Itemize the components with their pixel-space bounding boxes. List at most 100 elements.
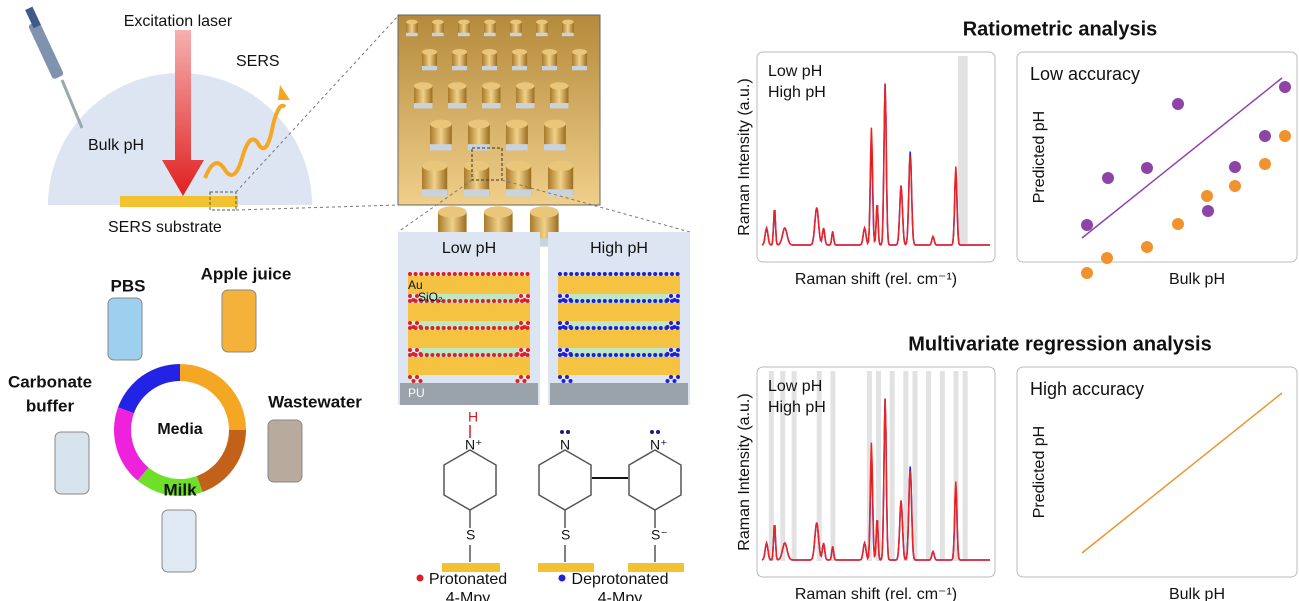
molecule-dot (415, 348, 419, 352)
feature-band (940, 371, 945, 561)
molecule-dot (597, 299, 601, 303)
x-axis-label: Bulk pH (1169, 271, 1225, 288)
state-label: Deprotonated (572, 571, 669, 588)
oxide-layer (420, 321, 518, 330)
molecule-dot (575, 272, 579, 276)
figure: Excitation laser SERS Bulk pH SERS subst… (0, 0, 1299, 601)
molecule-dot (625, 272, 629, 276)
molecule-dot (608, 353, 612, 357)
scatter-point (1081, 219, 1093, 231)
scatter-point (1279, 130, 1291, 142)
molecules: Protonated4-MpyDeprotonated4-Mpy (417, 425, 685, 601)
pillar-base (572, 66, 587, 70)
scatter-point (1101, 252, 1113, 264)
molecule-dot (526, 375, 530, 379)
pillar-top (406, 20, 418, 25)
molecule-dot (414, 272, 418, 276)
molecule-dot (408, 294, 412, 298)
y-axis-label: Raman Intensity (a.u.) (736, 393, 753, 550)
molecule-dot (442, 353, 446, 357)
media-container (108, 298, 142, 360)
pillar-base (458, 33, 470, 36)
oxide-layer (570, 294, 668, 303)
molecule-dot (447, 326, 451, 330)
scatter-point (1259, 158, 1271, 170)
media-center: Media (157, 421, 202, 438)
molecule-dot (464, 353, 468, 357)
molecule-dot (419, 272, 423, 276)
molecule-dot (603, 299, 607, 303)
molecule-dot (565, 294, 569, 298)
nitrogen: N (560, 437, 570, 453)
molecule-dot (415, 375, 419, 379)
molecule-dot (586, 299, 590, 303)
molecule-dot (436, 353, 440, 357)
molecule-dot (498, 353, 502, 357)
molecule-dot (558, 348, 562, 352)
molecule-dot (470, 299, 474, 303)
molecule-dot (526, 294, 530, 298)
molecule-dot (642, 272, 646, 276)
pillar-top (422, 49, 437, 55)
x-axis-label: Raman shift (rel. cm⁻¹) (795, 271, 957, 288)
molecule-dot (659, 272, 663, 276)
molecule-dot (526, 326, 530, 330)
molecule-dot (620, 326, 624, 330)
pillar-top (422, 161, 447, 171)
molecule-dot (653, 326, 657, 330)
molecule-dot (526, 321, 530, 325)
gold-layer (408, 303, 530, 321)
pillar-base (422, 66, 437, 70)
pillar-base (506, 144, 528, 150)
molecule-dot (669, 375, 673, 379)
molecule-dot (458, 272, 462, 276)
molecule-dot (514, 353, 518, 357)
molecule-dot (408, 348, 412, 352)
molecule-dot (419, 379, 423, 383)
media-label: Wastewater (268, 392, 362, 411)
feature-band (958, 56, 963, 246)
molecule-dot (558, 375, 562, 379)
molecule-dot (430, 272, 434, 276)
molecule-dot (526, 348, 530, 352)
molecule-dot (470, 272, 474, 276)
panel-title: High pH (590, 240, 648, 257)
molecule-dot (558, 299, 562, 303)
molecule-dot (481, 326, 485, 330)
molecule-dot (481, 272, 485, 276)
pillar-top (516, 82, 534, 89)
molecule-dot (592, 353, 596, 357)
molecule-dot (526, 353, 530, 357)
molecule-dot (458, 299, 462, 303)
molecule-dot (575, 299, 579, 303)
molecule-dot (564, 272, 568, 276)
molecule-dot (514, 326, 518, 330)
molecule-dot (625, 353, 629, 357)
legend-dot (417, 575, 424, 582)
molecule-dot (425, 326, 429, 330)
base-layer (550, 383, 688, 405)
lone-pair (650, 430, 654, 434)
molecule-dot (519, 348, 523, 352)
molecule-dot (676, 326, 680, 330)
pillar-top (530, 206, 559, 217)
pillar-top (484, 206, 513, 217)
molecule-dot (509, 353, 513, 357)
molecule-dot (631, 299, 635, 303)
molecule-dot (475, 299, 479, 303)
pillar-top (550, 82, 568, 89)
scatter-point (1141, 241, 1153, 253)
molecule-dot (415, 321, 419, 325)
legend-dot (559, 575, 566, 582)
pillar-base (414, 103, 432, 108)
molecule-dot (486, 326, 490, 330)
lone-pair (560, 430, 564, 434)
molecule-dot (669, 321, 673, 325)
molecule-dot (569, 272, 573, 276)
scatter-point (1172, 98, 1184, 110)
media-container (222, 290, 256, 352)
molecule-dot (676, 272, 680, 276)
molecule-dot (408, 321, 412, 325)
molecule-dot (442, 326, 446, 330)
